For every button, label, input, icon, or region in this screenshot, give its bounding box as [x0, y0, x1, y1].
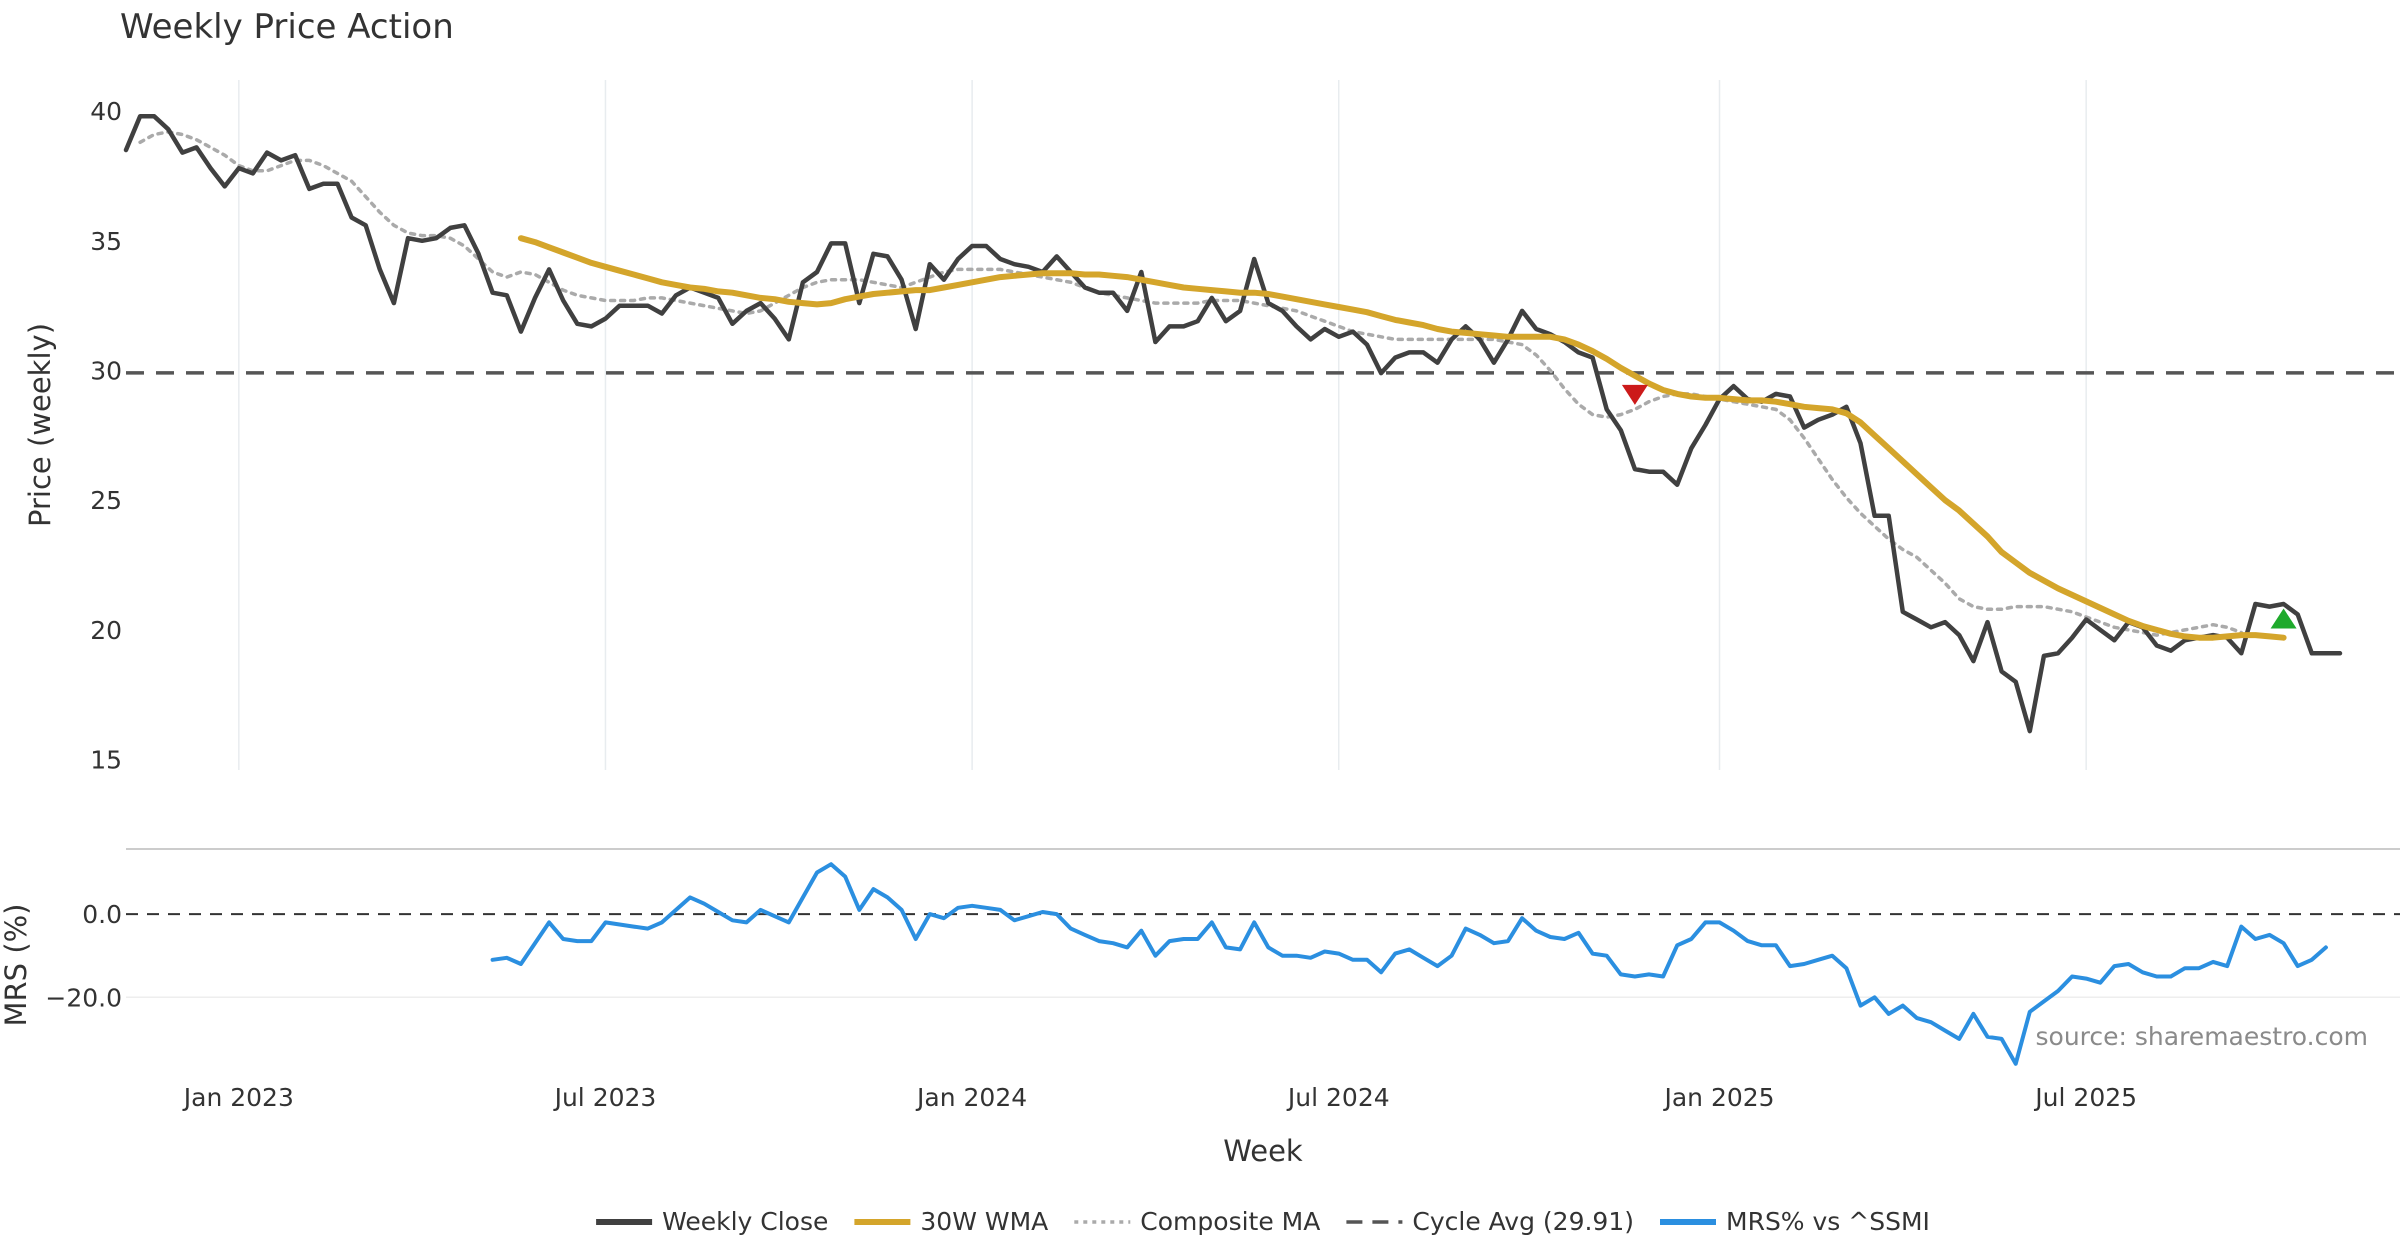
price-y-tick-label: 25: [90, 486, 122, 515]
signal-markers: [1621, 384, 2297, 629]
price-grid: [238, 80, 2087, 770]
legend-label: Cycle Avg (29.91): [1412, 1207, 1634, 1236]
x-tick-label: Jul 2023: [553, 1083, 657, 1112]
price-y-tick-label: 30: [90, 357, 122, 386]
x-tick-label: Jul 2025: [2033, 1083, 2137, 1112]
legend-item: MRS% vs ^SSMI: [1660, 1207, 1930, 1236]
legend-item: Weekly Close: [596, 1207, 828, 1236]
legend-label: MRS% vs ^SSMI: [1726, 1207, 1930, 1236]
mrs-y-axis-title: MRS (%): [0, 904, 33, 1027]
x-ticks: Jan 2023 Jul 2023 Jan 2024 Jul 2024 Jan 2025…: [182, 1083, 2137, 1112]
series-group: [123, 114, 2343, 1066]
legend-label: 30W WMA: [920, 1207, 1048, 1236]
mrs-line: [490, 862, 2328, 1066]
price-y-ticks: 15 20 25 30 35 40: [90, 97, 122, 774]
mrs-y-tick-label: 0.0: [82, 900, 122, 929]
legend-label: Composite MA: [1140, 1207, 1320, 1236]
price-y-axis-title: Price (weekly): [23, 323, 57, 527]
wma-30w-line: [517, 235, 2287, 641]
x-tick-label: Jan 2024: [915, 1083, 1027, 1112]
legend: Weekly Close 30W WMA Composite MA Cycle Avg…: [596, 1207, 1930, 1236]
price-y-tick-label: 15: [90, 746, 122, 775]
sell-signal-marker: [1621, 384, 1648, 405]
weekly-close-line: [123, 114, 2343, 734]
legend-item: Composite MA: [1074, 1207, 1320, 1236]
legend-item: Cycle Avg (29.91): [1346, 1207, 1634, 1236]
x-tick-label: Jan 2023: [182, 1083, 294, 1112]
mrs-y-tick-label: −20.0: [45, 983, 122, 1012]
source-note: source: sharemaestro.com: [2036, 1022, 2369, 1051]
legend-label: Weekly Close: [662, 1207, 828, 1236]
price-y-tick-label: 20: [90, 616, 122, 645]
price-y-tick-label: 40: [90, 97, 122, 126]
buy-signal-marker: [2270, 608, 2297, 629]
x-tick-label: Jan 2025: [1662, 1083, 1774, 1112]
legend-item: 30W WMA: [854, 1207, 1048, 1236]
x-axis-title: Week: [1223, 1134, 1303, 1168]
x-tick-label: Jul 2024: [1286, 1083, 1390, 1112]
mrs-y-ticks: 0.0 −20.0: [45, 900, 122, 1012]
chart-title: Weekly Price Action: [120, 7, 454, 47]
price-y-tick-label: 35: [90, 227, 122, 256]
